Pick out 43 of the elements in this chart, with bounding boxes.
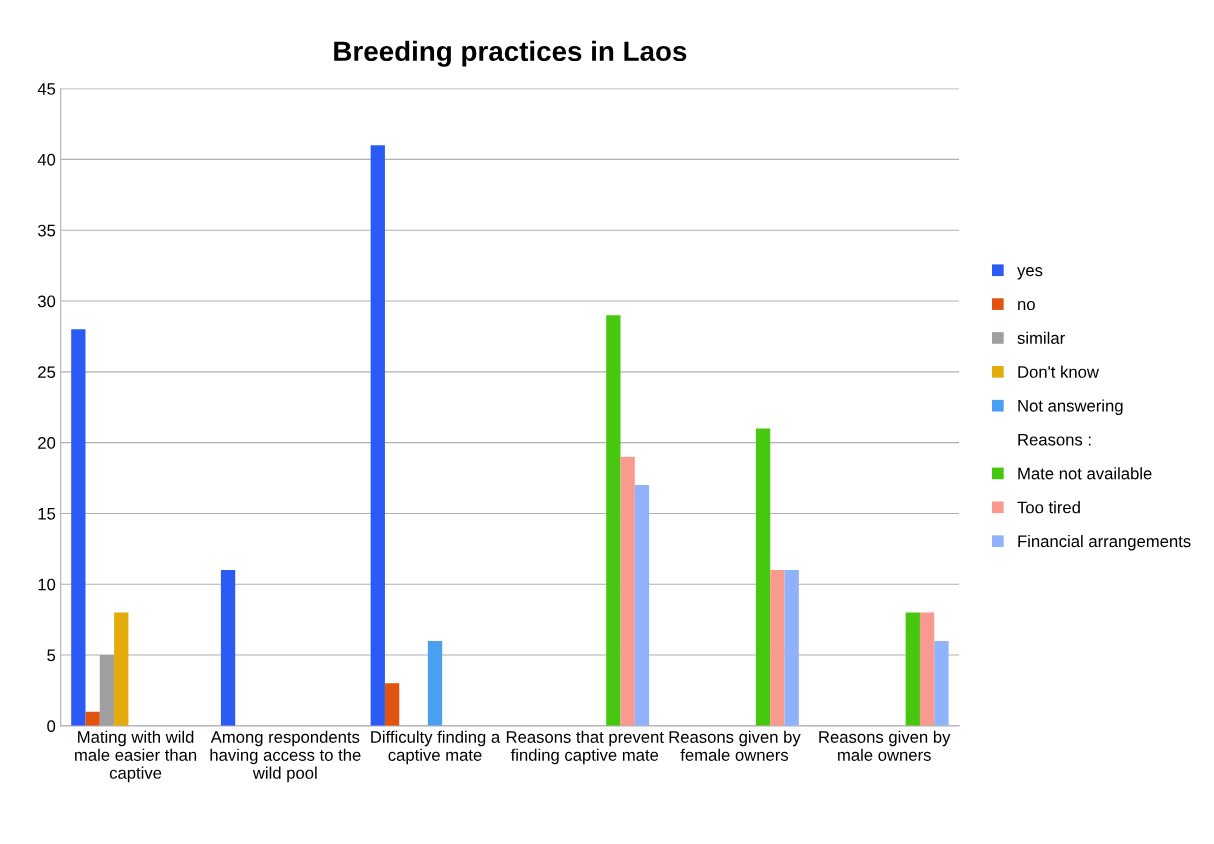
bar (620, 456, 635, 726)
x-tick-label: Reasons that prevent finding captive mate (506, 730, 664, 765)
y-tick-label: 0 (47, 720, 56, 733)
legend-label: Don't know (1018, 365, 1099, 378)
x-tick-label: Mating with wild male easier than captive (75, 730, 197, 783)
bar (114, 612, 129, 726)
legend-label: Not answering (1018, 399, 1123, 415)
y-tick-label: 10 (38, 578, 56, 591)
x-tick-label: Reasons given by female owners (669, 730, 801, 761)
bar (905, 612, 920, 726)
legend-label: Too tired (1017, 501, 1080, 514)
bar (384, 683, 400, 726)
legend-label: yes (1017, 267, 1043, 280)
y-tick-label: 40 (37, 153, 56, 166)
bar (370, 145, 385, 726)
legend-label: Financial arrangements (1018, 534, 1191, 551)
x-tick-label: Difficulty finding a captive mate (371, 730, 501, 765)
bar (919, 612, 935, 726)
legend-label: Mate not available (1018, 467, 1152, 480)
y-tick-label: 15 (38, 508, 56, 520)
bar (85, 711, 100, 726)
y-tick-label: 5 (47, 649, 56, 662)
bar (770, 570, 785, 726)
x-tick-label: Reasons given by male owners (819, 730, 951, 761)
y-tick-label: 20 (38, 437, 56, 449)
bar (934, 640, 949, 726)
y-tick-label: 45 (37, 83, 56, 95)
bar (634, 485, 650, 726)
text: Reasons : (1018, 433, 1091, 446)
bar (220, 570, 236, 726)
bar (606, 315, 621, 726)
bar (71, 329, 86, 726)
y-tick-label: 25 (38, 366, 56, 379)
bar (784, 570, 799, 726)
bar (755, 428, 771, 726)
legend-label: similar (1017, 331, 1065, 344)
y-tick-label: 35 (37, 224, 56, 237)
chart-title: Breeding practices in Laos (334, 40, 687, 67)
bar (427, 640, 443, 726)
bar (99, 655, 115, 726)
x-tick-label: Among respondents having access to the wild pool (210, 730, 361, 783)
legend-label: no (1018, 300, 1035, 311)
y-tick-label: 30 (37, 295, 56, 308)
